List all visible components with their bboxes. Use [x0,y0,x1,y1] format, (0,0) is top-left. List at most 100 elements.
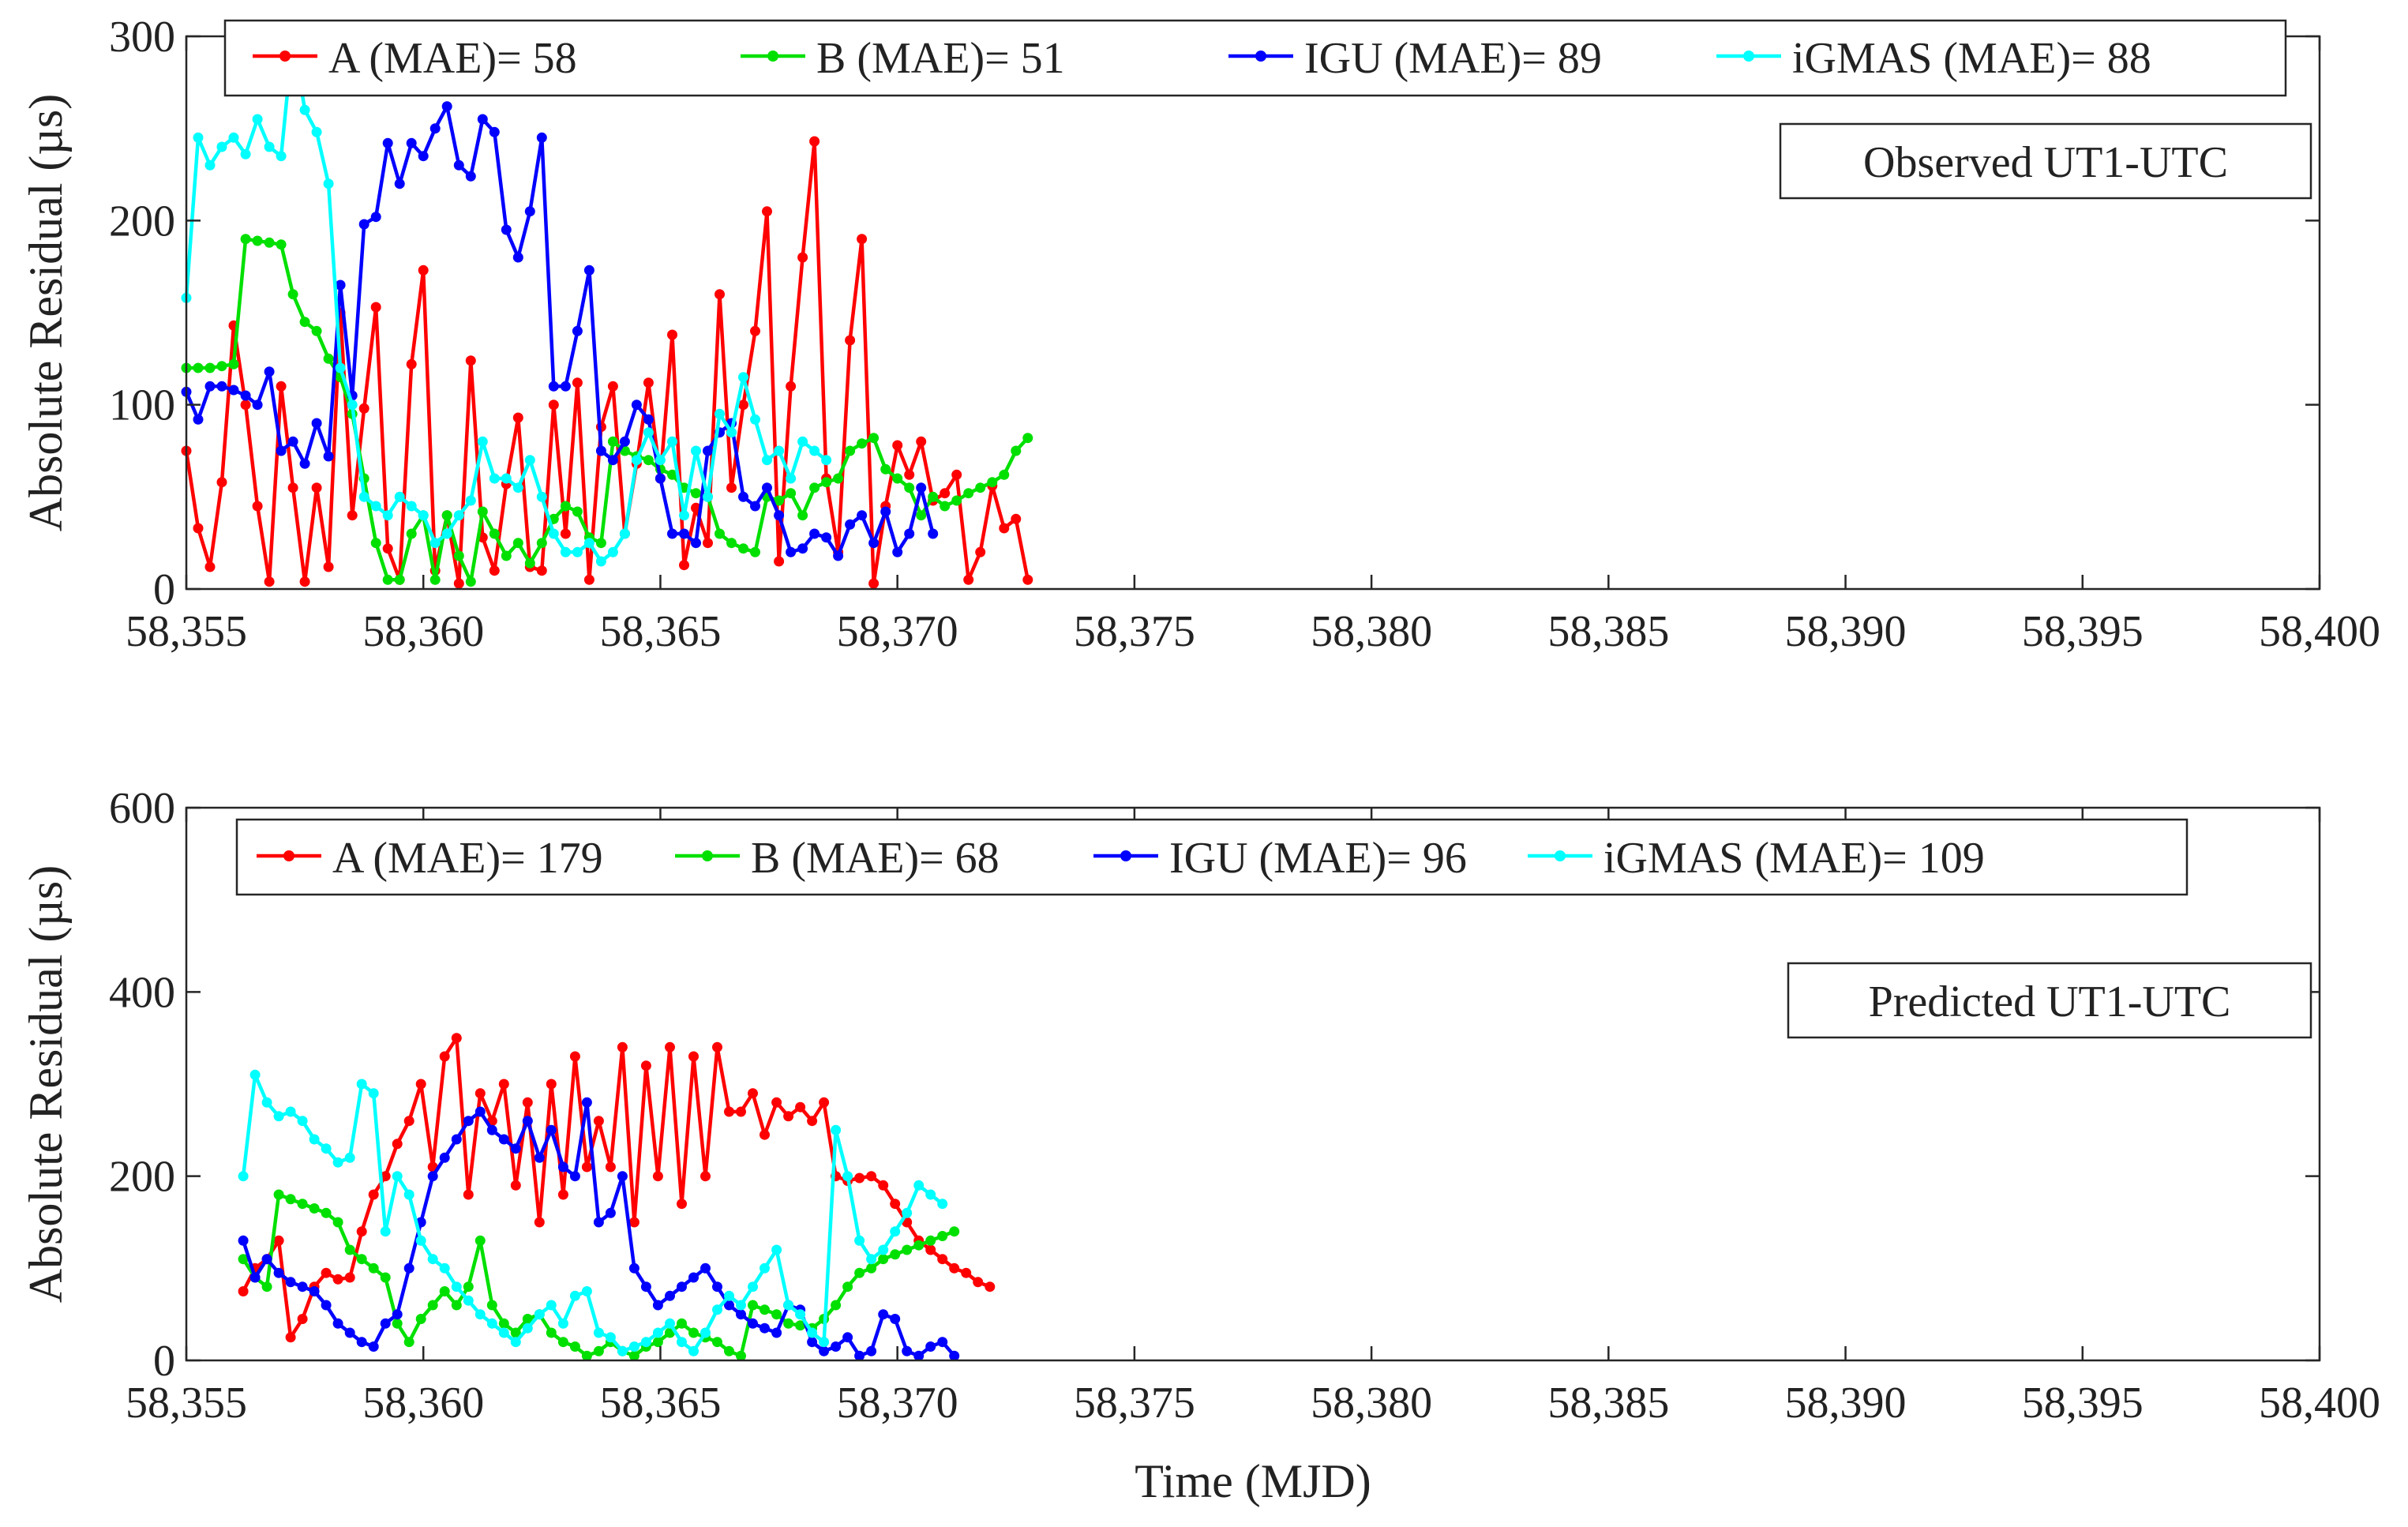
observed-series-b-point [963,488,974,499]
observed-series-igu-point [750,501,760,512]
predicted-series-a-point [878,1180,889,1191]
observed-series-a-point [512,412,523,423]
observed-series-igu-point [619,436,630,447]
predicted-series-igmas-point [819,1337,830,1348]
predicted-series-a-point [380,1171,391,1182]
observed-y-tick-label: 0 [153,565,175,614]
predicted-series-igu-point [854,1350,865,1361]
predicted-series-igmas-point [771,1244,782,1255]
observed-series-igmas-point [418,510,429,521]
observed-x-tick-label: 58,360 [362,607,484,656]
observed-series-igu-point [868,538,880,549]
predicted-series-a-point [546,1079,557,1090]
predicted-legend-label-b: B (MAE)= 68 [751,834,1000,883]
predicted-series-a-point [652,1171,663,1182]
predicted-series-igmas-point [356,1079,367,1090]
predicted-series-a-point [819,1097,830,1108]
observed-series-igu-point [512,252,523,263]
predicted-series-igmas-point [736,1300,746,1311]
observed-series-igu-point [904,528,915,539]
predicted-series-igu-point [665,1290,675,1301]
predicted-series-igmas-point [700,1327,711,1338]
x-axis-label: Time (MJD) [1135,1455,1371,1507]
observed-legend-marker-igu [1255,51,1266,62]
observed-series-igu-point [691,538,701,549]
predicted-series-b-point [890,1249,901,1260]
predicted-series-igmas-point [368,1088,379,1099]
observed-series-b-point [299,317,310,328]
predicted-series-b-point [937,1231,948,1241]
predicted-series-igmas-point [451,1281,462,1293]
predicted-series-a-point [403,1116,414,1127]
observed-series-igu-point [786,546,797,557]
predicted-series-b-point [913,1240,925,1251]
predicted-series-igu-point [522,1116,533,1127]
predicted-series-igmas-point [902,1207,913,1218]
predicted-series-igmas-point [486,1318,497,1329]
observed-series-igu-point [394,178,405,189]
predicted-series-a-point [854,1172,865,1184]
predicted-series-a-point [332,1274,343,1285]
predicted-series-igmas-point [842,1171,853,1182]
observed-series-b-point [821,477,832,488]
predicted-series-a-point [961,1267,972,1278]
observed-series-igu-point [465,171,476,182]
predicted-series-igu-point [569,1171,580,1182]
observed-series-igu-point [216,381,227,392]
observed-series-b-point [1022,433,1033,444]
predicted-series-igu-point [557,1161,568,1172]
observed-series-a-point [975,546,986,557]
observed-series-a-point [276,381,287,392]
observed-series-igmas-point [477,436,488,447]
observed-series-b-point [524,557,535,568]
predicted-series-b-point [285,1194,296,1205]
predicted-series-a-point [392,1139,403,1150]
observed-x-tick-label: 58,400 [2259,607,2380,656]
observed-series-b-point [276,239,287,250]
observed-series-igmas-point [406,501,417,512]
predicted-series-igu-point [332,1318,343,1329]
predicted-series-igmas-point [807,1327,818,1338]
predicted-series-igmas-point [665,1318,675,1329]
observed-series-igu-point [809,528,820,539]
predicted-x-tick-label: 58,375 [1074,1379,1195,1428]
observed-series-igu-point [643,414,654,425]
observed-series-b-point [382,574,393,585]
observed-y-tick-label: 200 [109,197,175,246]
predicted-series-a-point [557,1189,568,1200]
observed-series-a-point [358,403,369,414]
predicted-series-a-point [937,1254,948,1265]
observed-series-a-point [951,469,962,480]
observed-series-a-point [548,400,559,411]
observed-series-a-point [347,510,358,521]
predicted-series-a-point [736,1106,746,1117]
predicted-series-igmas-point [854,1235,865,1246]
observed-x-tick-label: 58,390 [1785,607,1907,656]
predicted-series-b-point [866,1262,877,1274]
predicted-series-igmas-point [677,1337,687,1348]
observed-legend-label-igmas: iGMAS (MAE)= 88 [1792,34,2151,83]
predicted-y-axis-label: Absolute Residual (µs) [20,865,72,1304]
predicted-series-igmas-point [760,1262,770,1274]
predicted-series-igu-point [380,1318,391,1329]
observed-series-igmas-point [299,104,310,115]
observed-series-igmas-point [821,455,832,466]
predicted-series-b-point [652,1337,663,1348]
observed-series-igu-point [607,455,618,466]
observed-series-a-point [715,289,725,300]
predicted-x-tick-label: 58,365 [599,1379,721,1428]
observed-series-b-point [987,477,998,488]
observed-series-b-point [489,528,500,539]
predicted-series-b-point [368,1262,379,1274]
predicted-series-b-point [628,1350,640,1361]
observed-series-b-point [916,510,927,521]
predicted-series-igu-point [510,1143,521,1154]
predicted-series-igu-point [688,1272,699,1283]
predicted-series-b-point [736,1350,746,1361]
observed-series-a-point [536,565,547,576]
predicted-series-igmas-point [273,1111,284,1122]
predicted-series-igu-point [439,1152,450,1163]
observed-series-b-point [193,362,204,373]
predicted-series-b-point [321,1207,332,1218]
predicted-series-igu-point [913,1350,925,1361]
